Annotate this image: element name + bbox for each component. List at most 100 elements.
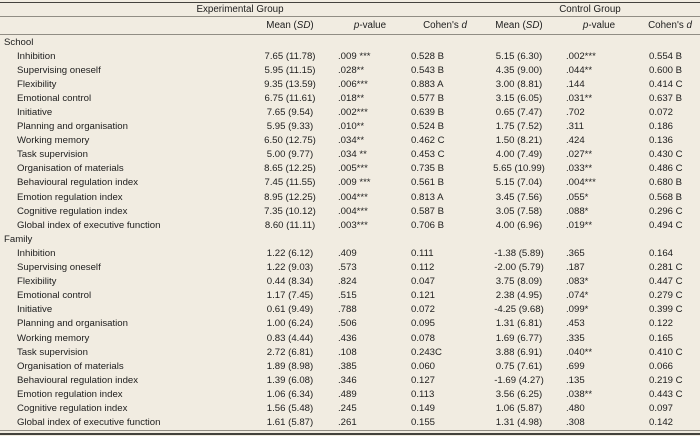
row-label: Inhibition [17,50,56,62]
table-row: Supervising oneself 5.95 (11.15) .028** 0.5… [0,63,700,77]
ctrl-mean-sd: -2.00 (5.79) [494,262,544,274]
ctrl-mean-sd: 1.31 (4.98) [495,417,543,429]
row-label: Behavioural regulation index [17,374,139,386]
experimental-group-header: Experimental Group [0,2,480,17]
ctrl-cohens-d: 0.443 C [649,388,683,400]
ctrl-mean-sd: 1.50 (8.21) [495,135,543,147]
table-bottom-rule [0,429,700,435]
stub-header [0,16,250,35]
ctrl-p-value: .424 [566,135,585,147]
exp-mean-sd: 1.17 (7.45) [266,290,314,302]
empty-cell [558,232,640,246]
ctrl-cohens-d: 0.554 B [649,50,683,62]
exp-p-value: .006*** [338,78,368,90]
section-label: Family [4,233,33,245]
exp-cohens-d: 0.883 A [411,78,444,90]
ctrl-cohens-d: 0.680 B [649,177,683,189]
table-row: Planning and organisation 5.95 (9.33) .010… [0,120,700,134]
exp-cohens-d: 0.121 [411,290,436,302]
exp-cohens-d: 0.243C [411,346,442,358]
ctrl-p-value: .699 [566,360,585,372]
ctrl-p-value: .027** [566,149,593,161]
row-label: Organisation of materials [17,163,124,175]
ctrl-mean-sd: -1.38 (5.89) [494,247,544,259]
exp-mean-sd: 0.44 (8.34) [266,276,314,288]
exp-p-value: .489 [338,388,357,400]
table-row: Emotion regulation index 8.95 (12.25) .004… [0,190,700,204]
exp-mean-sd: 1.56 (5.48) [266,402,314,414]
exp-cohens-d: 0.587 B [411,205,445,217]
row-label: Behavioural regulation index [17,177,139,189]
ctrl-cohens-d: 0.430 C [649,149,683,161]
empty-cell [558,35,640,50]
exp-cohens-d: 0.453 C [411,149,445,161]
ctrl-p-value: .074* [566,290,589,302]
ctrl-mean-sd: 3.75 (8.09) [495,276,543,288]
ctrl-p-value: .453 [566,318,585,330]
exp-cohens-d: 0.155 [411,417,436,429]
exp-p-value: .028** [338,64,365,76]
table-row: Cognitive regulation index 1.56 (5.48) .24… [0,401,700,415]
ctrl-p-value: .040** [566,346,593,358]
ctrl-mean-sd-header: Mean (SD) [480,16,558,35]
empty-cell [480,35,558,50]
row-label: Global index of executive function [17,417,161,429]
row-label: Emotion regulation index [17,191,123,203]
row-label: Flexibility [17,78,57,90]
exp-mean-sd: 8.60 (11.11) [264,219,316,231]
exp-mean-sd: 6.75 (11.61) [264,92,316,104]
ctrl-mean-sd: 5.15 (7.04) [495,177,543,189]
ctrl-mean-sd: 5.15 (6.30) [495,50,543,62]
exp-p-value: .034 ** [338,149,367,161]
exp-p-value: .573 [338,262,357,274]
exp-p-value-header: p-value [330,16,410,35]
table-row: Organisation of materials 1.89 (8.98) .385… [0,359,700,373]
ctrl-mean-sd: 1.75 (7.52) [495,121,543,133]
ctrl-mean-sd: -1.69 (4.27) [494,374,544,386]
ctrl-cohens-d: 0.279 C [649,290,683,302]
ctrl-mean-sd: 3.00 (8.81) [495,78,543,90]
row-label: Emotional control [17,290,92,302]
exp-mean-sd: 1.89 (8.98) [266,360,314,372]
exp-cohens-d: 0.095 [411,318,436,330]
exp-cohens-d: 0.706 B [411,219,445,231]
ctrl-cohens-d: 0.219 C [649,374,683,386]
row-label: Task supervision [17,346,88,358]
ctrl-mean-sd: 5.65 (10.99) [493,163,545,175]
exp-mean-sd: 1.39 (6.08) [266,374,314,386]
ctrl-mean-sd: -4.25 (9.68) [494,304,544,316]
row-label: Initiative [17,107,53,119]
table-row: Emotional control 1.17 (7.45) .515 0.121 2.3… [0,289,700,303]
exp-cohens-d: 0.072 [411,304,436,316]
column-header-row: Mean (SD) p-value Cohen's d Mean (SD) p-… [0,16,700,35]
exp-p-value: .436 [338,332,357,344]
empty-cell [410,35,480,50]
exp-p-value: .515 [338,290,357,302]
ctrl-cohens-d: 0.164 [649,247,674,259]
ctrl-cohens-d: 0.066 [649,360,674,372]
exp-p-value: .018** [338,92,365,104]
table-row: Working memory 0.83 (4.44) .436 0.078 1.69 (… [0,331,700,345]
row-label: Working memory [17,135,90,147]
row-label: Initiative [17,304,53,316]
ctrl-mean-sd: 3.56 (6.25) [495,388,543,400]
table-row: Flexibility 0.44 (8.34) .824 0.047 3.75 (8.0… [0,275,700,289]
row-label: Emotional control [17,92,92,104]
exp-p-value: .261 [338,417,357,429]
ctrl-p-value: .480 [566,402,585,414]
empty-cell [250,35,330,50]
exp-p-value: .004*** [338,205,368,217]
ctrl-mean-sd: 4.00 (6.96) [495,219,543,231]
table-row: Working memory 6.50 (12.75) .034** 0.462 C 1… [0,134,700,148]
empty-cell [410,232,480,246]
exp-mean-sd: 1.22 (9.03) [266,262,314,274]
ctrl-cohens-d: 0.637 B [649,92,683,104]
table-row: Emotional control 6.75 (11.61) .018** 0.577… [0,91,700,105]
exp-p-value: .385 [338,360,357,372]
ctrl-cohens-d: 0.410 C [649,346,683,358]
ctrl-cohens-d: 0.136 [649,135,674,147]
exp-mean-sd: 2.72 (6.81) [266,346,314,358]
exp-p-value: .245 [338,402,357,414]
table-row: Inhibition 1.22 (6.12) .409 0.111 -1.38 (5.8… [0,246,700,260]
